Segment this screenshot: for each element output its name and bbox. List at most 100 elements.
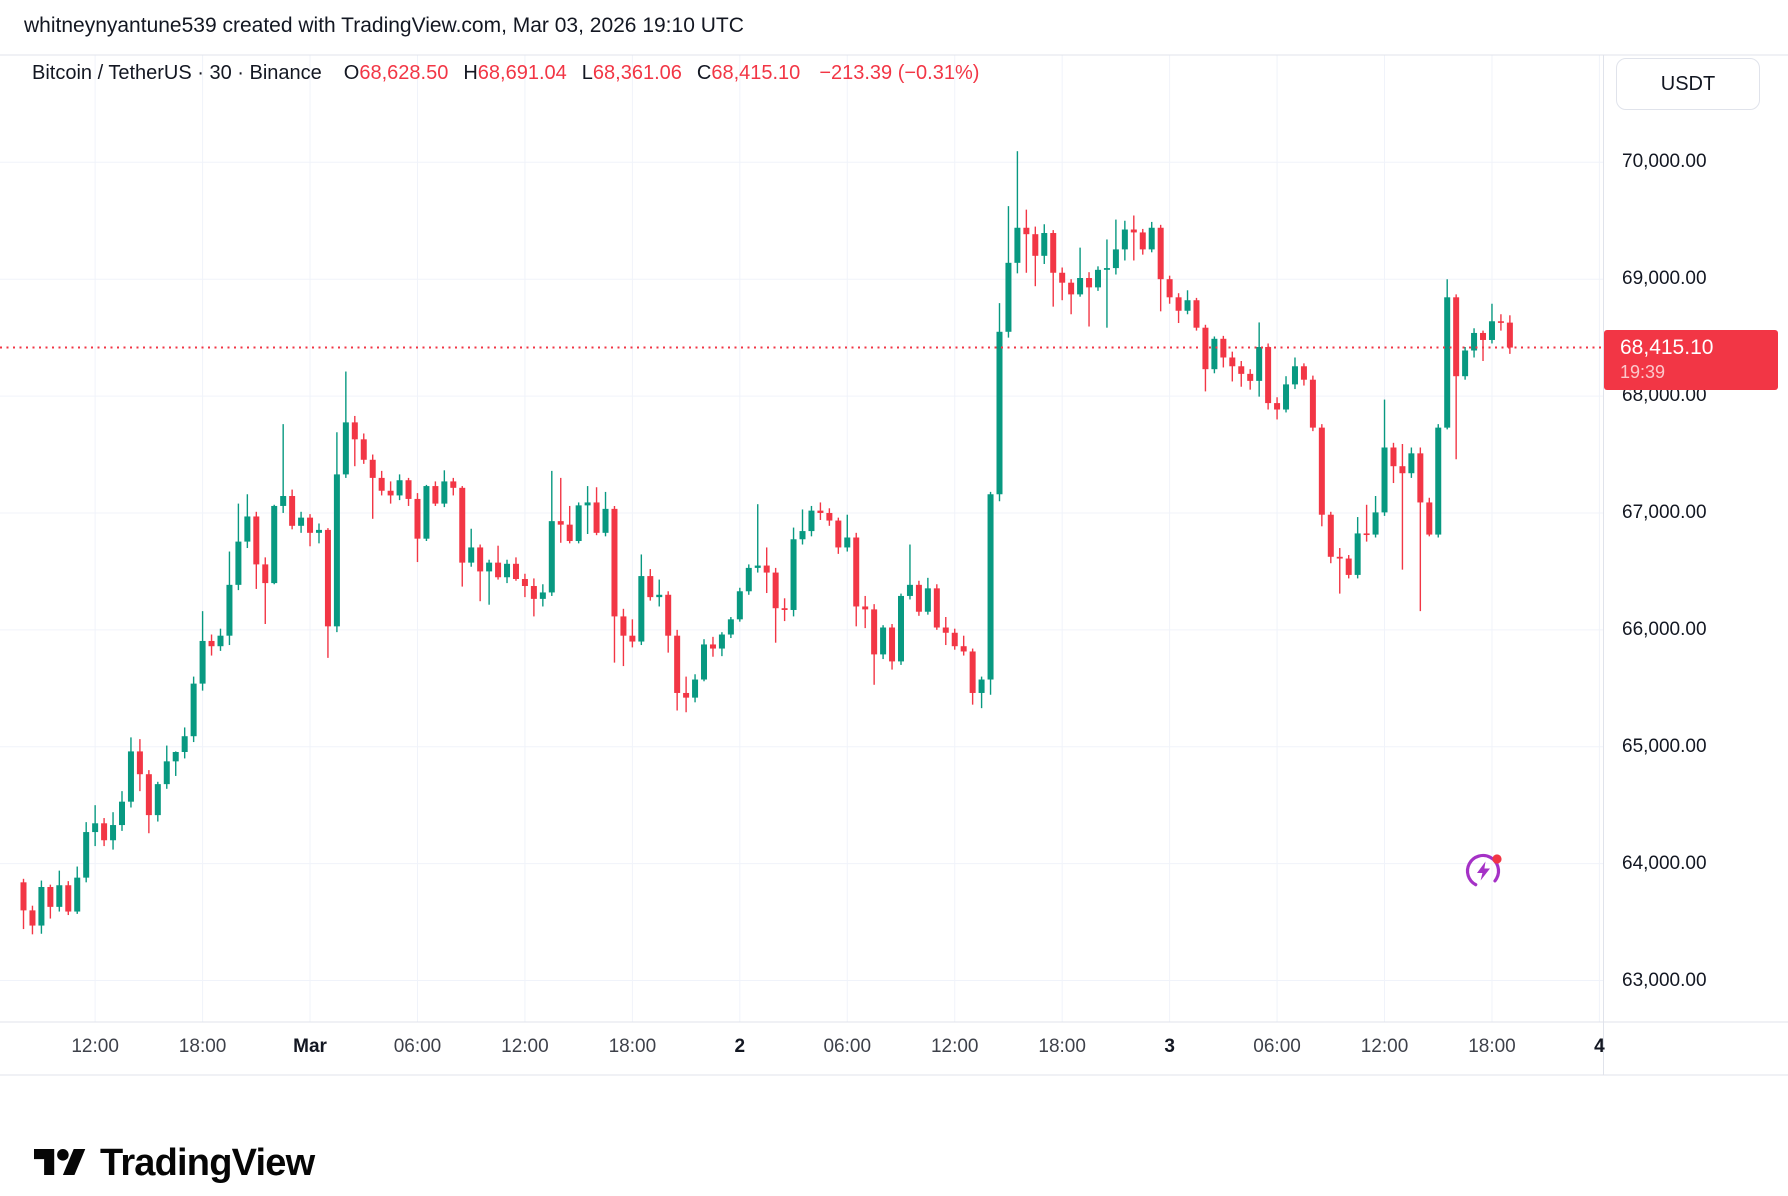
candle-body xyxy=(1309,379,1316,428)
candle-body xyxy=(1372,512,1379,535)
candle-body xyxy=(1417,453,1424,503)
candle-body xyxy=(298,517,305,526)
candle-body xyxy=(20,882,27,911)
candle-body xyxy=(199,640,206,684)
candle-body xyxy=(262,564,269,584)
candle-body xyxy=(772,572,779,609)
candle-body xyxy=(1050,233,1057,273)
candle-body xyxy=(548,521,555,593)
currency-usdt-button[interactable]: USDT xyxy=(1616,58,1760,110)
time-axis-label: 06:00 xyxy=(393,1036,442,1057)
candle-body xyxy=(56,885,63,907)
candle-body xyxy=(727,619,734,635)
price-axis[interactable]: 70,000.00 69,000.00 68,000.00 67,000.00 66,0… xyxy=(1604,55,1788,1022)
candle-body xyxy=(208,640,215,647)
flash-snapshot-icon[interactable] xyxy=(1462,848,1506,892)
candle-body xyxy=(1229,357,1236,367)
candle-body xyxy=(584,502,591,506)
candle-body xyxy=(1506,322,1513,348)
candle-body xyxy=(683,692,690,698)
candle-body xyxy=(1094,269,1101,288)
candle-body xyxy=(763,565,770,573)
tradingview-logo-mark xyxy=(34,1149,86,1176)
candle-body xyxy=(324,529,331,627)
candle-countdown: 19:39 xyxy=(1620,362,1666,383)
candle-body xyxy=(709,644,716,649)
open-value: O68,628.50 xyxy=(343,62,449,84)
time-axis[interactable]: 12:00 18:00 Mar 06:00 12:00 18:00 2 06:00 12:00 1… xyxy=(0,1036,1788,1070)
candle-body xyxy=(504,563,511,578)
close-value: C68,415.10 xyxy=(696,62,801,84)
candle-body xyxy=(862,606,869,610)
price-axis-label: 63,000.00 xyxy=(1622,969,1707,991)
candle-body xyxy=(889,627,896,662)
candle-body xyxy=(217,635,224,647)
candle-body xyxy=(933,588,940,628)
price-axis-label: 66,000.00 xyxy=(1622,618,1707,640)
candle-body xyxy=(969,651,976,693)
price-axis-label: 68,000.00 xyxy=(1622,385,1707,407)
last-price-badge[interactable]: 68,415.10 19:39 xyxy=(1604,330,1778,390)
candle-body xyxy=(557,521,564,525)
time-axis-label: 12:00 xyxy=(71,1036,119,1057)
candle-body xyxy=(638,576,645,642)
candle-body xyxy=(844,537,851,548)
candle-body xyxy=(790,539,797,610)
candle-body xyxy=(521,579,528,587)
candle-body xyxy=(593,502,600,533)
candle-body xyxy=(808,510,815,532)
time-axis-label: 18:00 xyxy=(608,1036,657,1057)
candle-body xyxy=(701,644,708,680)
price-axis-label: 70,000.00 xyxy=(1622,151,1707,173)
candle-body xyxy=(826,512,833,521)
attribution-text: whitneynyantune539 created with TradingV… xyxy=(24,14,744,37)
candle-body xyxy=(351,422,358,440)
candle-body xyxy=(83,832,90,878)
candle-body xyxy=(307,517,314,533)
candle-body xyxy=(1291,366,1298,385)
candle-body xyxy=(1274,403,1281,410)
candle-body xyxy=(378,477,385,491)
time-axis-label: 12:00 xyxy=(501,1036,549,1057)
candle-body xyxy=(1184,300,1191,311)
candle-body xyxy=(835,520,842,548)
candle-body xyxy=(647,576,654,598)
high-value: H68,691.04 xyxy=(463,62,567,84)
candle-body xyxy=(1381,447,1388,513)
candle-body xyxy=(1023,227,1030,235)
candle-body xyxy=(1121,229,1128,250)
candle-body xyxy=(1300,366,1307,380)
candle-body xyxy=(1363,533,1370,536)
candle-body xyxy=(289,496,296,526)
candle-body xyxy=(512,563,519,580)
time-axis-label: 2 xyxy=(734,1036,746,1057)
candle-body xyxy=(423,486,430,539)
symbol-title[interactable]: Bitcoin / TetherUS · 30 · Binance xyxy=(32,62,322,84)
candle-body xyxy=(65,885,72,912)
candle-body xyxy=(1077,278,1084,295)
candle-body xyxy=(495,562,502,578)
change-value: −213.39 (−0.31%) xyxy=(819,62,980,84)
candle-body xyxy=(1193,300,1200,328)
low-value: L68,361.06 xyxy=(581,62,682,84)
candle-body xyxy=(1112,249,1119,269)
candle-body xyxy=(736,591,743,620)
candle-body xyxy=(745,567,752,592)
tradingview-logo[interactable]: TradingView xyxy=(34,1142,315,1185)
candle-body xyxy=(611,508,618,617)
candle-body xyxy=(1453,297,1460,377)
candle-body xyxy=(1086,278,1093,288)
candle-body xyxy=(1497,321,1504,323)
candle-body xyxy=(110,825,117,841)
time-axis-label: 12:00 xyxy=(1360,1036,1409,1057)
tradingview-logo-text: TradingView xyxy=(100,1142,315,1184)
candle-body xyxy=(1327,514,1334,557)
candle-body xyxy=(1390,447,1397,467)
candle-body xyxy=(799,531,806,540)
candle-body xyxy=(414,498,421,539)
candle-body xyxy=(396,480,403,496)
symbol-legend[interactable]: Bitcoin / TetherUS · 30 · Binance O68,62… xyxy=(32,62,979,85)
candle-body xyxy=(924,588,931,612)
